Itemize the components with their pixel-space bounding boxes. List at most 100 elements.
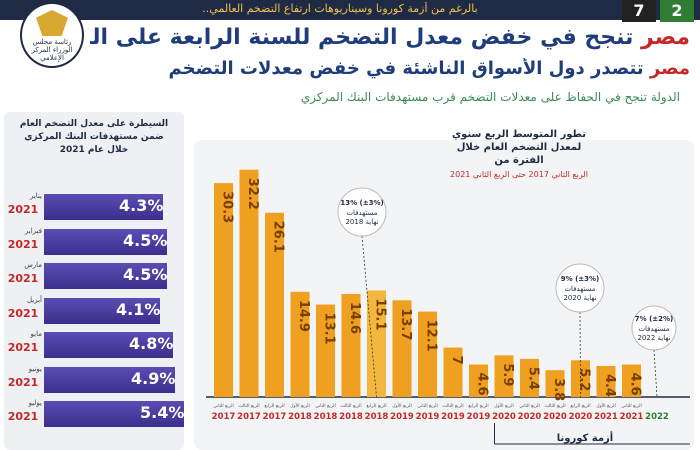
month-label: مارس (24, 261, 42, 269)
quarter-label: الربع الثالث (238, 404, 259, 409)
covid-label: أزمة كورونا (557, 431, 614, 444)
subheadline: مصر تتصدر دول الأسواق الناشئة في خفض معد… (110, 58, 690, 86)
target-value: 9% (±3%) (561, 275, 599, 283)
quarter-bar (571, 360, 590, 397)
year-tick-label: 2019 (416, 412, 440, 422)
monthly-bar (44, 228, 167, 255)
bar-value-label: 15.1 (373, 298, 388, 330)
bar-value-label: 14.6 (347, 302, 362, 334)
quarter-label: الربع الثاني (315, 404, 336, 409)
target-value: 13% (±3%) (340, 199, 383, 207)
month-label: فبراير (24, 226, 42, 235)
bar-value-label: 30.3 (220, 191, 235, 223)
target-leader-line (579, 311, 581, 398)
quarter-label: الربع الرابع (366, 404, 386, 409)
bar-value-label: 5.2 (577, 368, 592, 391)
bar-value-label: 32.2 (245, 178, 260, 210)
quarter-label: الربع الرابع (468, 404, 488, 409)
target-value: 7% (±2%) (635, 315, 673, 323)
headline: مصر تنجح في خفض معدل التضخم للسنة الرابع… (90, 25, 690, 57)
monthly-bar (44, 194, 163, 220)
monthly-bar-value: 4.8% (129, 334, 174, 353)
month-label: مايو (30, 330, 42, 338)
bar-value-label: 4.6 (628, 373, 643, 396)
target-label: مستهدفات (346, 209, 377, 217)
tagline: الدولة تنجح في الحفاظ على معدلات التضخم … (300, 90, 680, 104)
quarter-label: الربع الثالث (544, 404, 565, 409)
bar-value-label: 5.4 (526, 367, 541, 390)
quarter-bar (214, 183, 233, 397)
quarter-bar (494, 355, 514, 397)
bar-value-label: 12.1 (424, 320, 439, 352)
month-label: يونيو (28, 364, 42, 373)
quarter-label: الربع الثاني (213, 404, 234, 409)
quarter-label: الربع الرابع (570, 404, 590, 409)
chart-title: تطور المتوسط الربع سنوي لمعدل التضخم الع… (451, 129, 587, 166)
year-label: 2021 (7, 203, 39, 216)
monthly-panel-title: السيطرة على معدل التضخم العام ضمن مستهدف… (19, 119, 169, 155)
quarter-bar (596, 365, 616, 397)
quarter-bar (392, 300, 412, 397)
month-label: يوليو (28, 399, 42, 407)
year-tick-label: 2019 (441, 412, 465, 422)
bar-value-label: 5.9 (500, 363, 515, 386)
target-bubble (555, 263, 605, 313)
quarter-label: الربع الثاني (519, 404, 540, 409)
year-tick-label: 2020 (543, 412, 567, 422)
quarter-label: الربع الرابع (264, 404, 284, 409)
target-year: نهاية 2020 (563, 294, 596, 302)
issue-badge-green: 2 (660, 0, 694, 22)
year-tick-label: 2018 (365, 412, 389, 422)
monthly-bar-value: 4.5% (123, 230, 168, 250)
month-label: أبريل (26, 295, 42, 304)
cabinet-logo: رئاسة مجلس الوزراء المركز الإعلامي (20, 2, 84, 68)
year-tick-label: 2021 (620, 412, 644, 422)
quarter-bar (520, 358, 539, 397)
monthly-bar-value: 4.5% (123, 265, 168, 284)
quarter-bar (469, 364, 488, 397)
target-bubble (337, 187, 387, 237)
monthly-bar (44, 263, 167, 289)
target-leader-line (361, 235, 377, 398)
target-year: نهاية 2018 (345, 218, 378, 226)
target-label: مستهدفات (564, 285, 595, 293)
quarter-label: الربع الأول (290, 402, 309, 409)
subheadline-blue: تتصدر دول الأسواق الناشئة في خفض معدلات … (168, 58, 650, 79)
monthly-bar (44, 297, 160, 324)
year-label: 2021 (7, 341, 39, 354)
bar-value-label: 4.6 (475, 373, 490, 396)
bar-value-label: 4.4 (602, 374, 617, 397)
year-tick-label: 2017 (263, 412, 287, 422)
year-label: 2021 (7, 410, 39, 423)
bar-value-label: 3.8 (551, 378, 566, 401)
monthly-bar (44, 332, 173, 358)
year-tick-label: 2017 (237, 412, 261, 422)
target-leader-line (653, 349, 658, 398)
year-tick-label: 2018 (339, 412, 363, 422)
year-tick-label: 2022 (645, 412, 669, 422)
quarter-label: الربع الثاني (417, 404, 438, 409)
bar-value-label: 14.9 (296, 300, 311, 332)
year-tick-label: 2019 (467, 412, 491, 422)
target-bubble (631, 305, 677, 351)
year-tick-label: 2021 (594, 412, 618, 422)
year-label: 2021 (7, 237, 39, 251)
bar-value-label: 26.1 (271, 221, 286, 253)
quarter-bar (545, 370, 565, 397)
target-label: مستهدفات (638, 325, 669, 333)
year-tick-label: 2017 (212, 412, 236, 422)
quarter-bar (316, 304, 335, 397)
quarter-bar (265, 212, 284, 397)
quarter-label: الربع الأول (596, 402, 615, 409)
target-year: نهاية 2022 (637, 334, 670, 342)
year-tick-label: 2020 (518, 412, 542, 422)
quarter-label: الربع الثاني (621, 404, 642, 409)
issue-badge-black: 7 (622, 0, 656, 22)
year-label: 2021 (7, 375, 39, 389)
bar-value-label: 13.7 (398, 308, 413, 340)
top-banner-text: بالرغم من أزمة كورونا وسيناريوهات ارتفاع… (202, 2, 478, 15)
quarter-label: الربع الثالث (340, 404, 361, 409)
year-tick-label: 2020 (569, 412, 593, 422)
subheadline-red: مصر (649, 58, 690, 79)
headline-blue: تنجح في خفض معدل التضخم للسنة الرابعة عل… (90, 25, 642, 50)
